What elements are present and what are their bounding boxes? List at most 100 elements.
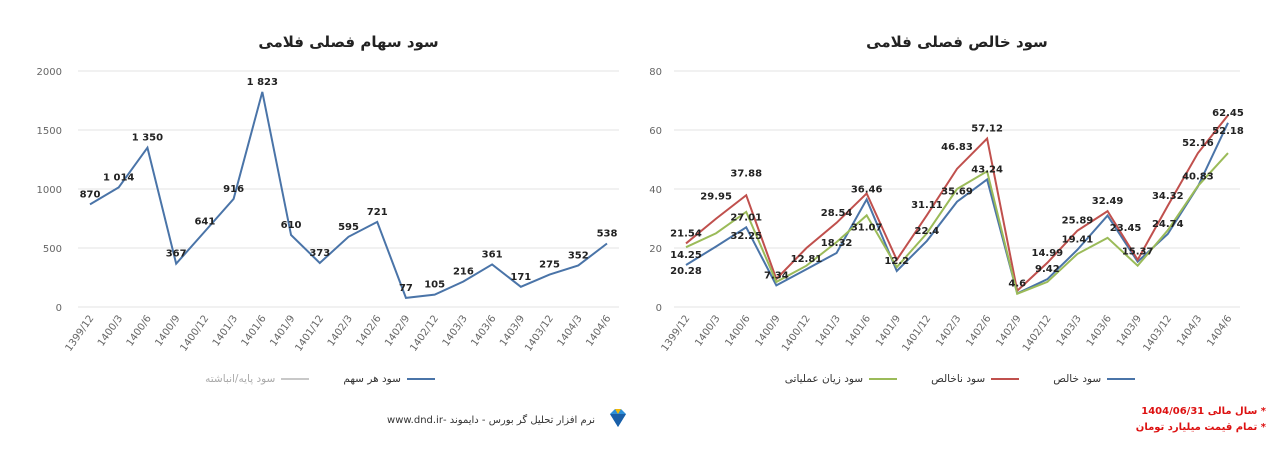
x-tick-label: 1401/6	[240, 313, 269, 348]
profit-chart-panel: سود خالص فصلی فلامی 0 20 40 60 80 1399/12 1400/…	[640, 0, 1280, 465]
x-tick-label: 1403/9	[1115, 313, 1144, 348]
data-label: 62.45	[1212, 108, 1244, 119]
x-tick-label: 1400/3	[96, 313, 125, 348]
data-label: 46.83	[941, 142, 973, 153]
profit-chart-legend: سود خالص سود ناخالص سود زیان عملیاتی	[640, 373, 1280, 385]
x-tick-label: 1403/6	[1085, 313, 1114, 348]
data-label: 29.95	[700, 192, 732, 203]
legend-label: سود پایه/انباشته	[205, 373, 276, 385]
data-label: 37.88	[730, 168, 762, 179]
data-label: 19.41	[1062, 235, 1094, 246]
data-label: 171	[510, 272, 531, 283]
data-label: 367	[166, 249, 187, 260]
data-label: 275	[539, 260, 560, 271]
data-label: 373	[309, 248, 330, 259]
x-tick-label: 1399/12	[660, 313, 693, 353]
data-label: 1 014	[103, 172, 134, 183]
x-tick-label: 1402/9	[383, 313, 412, 348]
x-tick-label: 1401/6	[844, 313, 873, 348]
x-tick-label: 1400/12	[780, 313, 813, 353]
x-tick-label: 1400/3	[693, 313, 722, 348]
data-label: 57.12	[971, 123, 1003, 134]
x-tick-label: 1400/6	[723, 313, 752, 348]
x-tick-label: 1402/12	[408, 313, 441, 353]
data-label: 352	[568, 250, 589, 261]
data-label: 1 350	[132, 133, 163, 144]
y-tick-label: 500	[43, 244, 62, 255]
data-label: 20.28	[670, 266, 702, 277]
x-tick-label: 1401/3	[814, 313, 843, 348]
data-label: 12.2	[884, 256, 909, 267]
series-line	[685, 152, 1229, 296]
x-tick-label: 1401/9	[874, 313, 903, 348]
data-label: 641	[194, 216, 215, 227]
fiscal-year-note: * سال مالی 1404/06/31	[1141, 406, 1266, 417]
legend-swatch	[1107, 378, 1136, 380]
x-tick-label: 1403/12	[1141, 313, 1174, 353]
data-label: 22.4	[915, 226, 940, 237]
x-tick-label: 1401/12	[901, 313, 934, 353]
data-label: 32.49	[1092, 196, 1124, 207]
y-tick-label: 80	[649, 67, 662, 78]
x-tick-label: 1404/3	[1175, 313, 1204, 348]
data-label: 32.25	[730, 231, 762, 242]
legend-item[interactable]: سود زیان عملیاتی	[784, 373, 898, 385]
legend-item[interactable]: سود هر سهم	[343, 373, 435, 385]
data-label: 15.37	[1122, 247, 1154, 258]
eps-chart: سود سهام فصلی فلامی 0 500 1000 1500 2000 1399/…	[37, 33, 619, 354]
data-label: 21.54	[670, 228, 702, 239]
legend-swatch	[406, 378, 435, 380]
x-tick-label: 1400/12	[179, 313, 212, 353]
x-tick-label: 1403/6	[469, 313, 498, 348]
legend-swatch	[869, 378, 898, 380]
x-tick-label: 1401/12	[293, 313, 326, 353]
data-label: 52.18	[1212, 126, 1244, 137]
data-label: 40.83	[1182, 172, 1214, 183]
data-label: 216	[453, 267, 474, 278]
x-tick-label: 1404/6	[1205, 313, 1234, 348]
data-label: 35.69	[941, 187, 973, 198]
x-tick-label: 1403/3	[1055, 313, 1084, 348]
series-line	[685, 114, 1229, 293]
data-label: 4.6	[1008, 278, 1026, 289]
x-tick-label: 1401/3	[211, 313, 240, 348]
data-label: 27.01	[730, 212, 762, 223]
x-tick-label: 1403/3	[441, 313, 470, 348]
x-tick-label: 1402/3	[326, 313, 355, 348]
data-label: 1 823	[247, 77, 278, 88]
eps-chart-panel: سود سهام فصلی فلامی 0 500 1000 1500 2000 1399/…	[0, 33, 640, 385]
data-label: 36.46	[851, 184, 883, 195]
x-tick-label: 1400/6	[125, 313, 154, 348]
data-label: 77	[399, 283, 413, 294]
data-label: 18.32	[821, 238, 853, 249]
legend-label: سود زیان عملیاتی	[784, 373, 864, 385]
data-label: 870	[80, 189, 101, 200]
data-label: 24.74	[1152, 219, 1184, 230]
data-label: 105	[424, 280, 445, 291]
data-label: 538	[597, 229, 618, 240]
legend-item[interactable]: سود پایه/انباشته	[205, 373, 310, 385]
data-label: 7.34	[764, 270, 789, 281]
x-tick-label: 1402/12	[1021, 313, 1054, 353]
data-label: 916	[223, 184, 244, 195]
data-label: 31.07	[851, 222, 883, 233]
data-label: 52.16	[1182, 138, 1214, 149]
x-tick-label: 1404/3	[556, 313, 585, 348]
data-label: 361	[482, 249, 503, 260]
x-tick-label: 1402/6	[354, 313, 383, 348]
x-tick-label: 1400/9	[754, 313, 783, 348]
y-tick-label: 1500	[37, 126, 62, 137]
eps-chart-legend: سود هر سهم سود پایه/انباشته	[0, 373, 640, 385]
legend-item[interactable]: سود ناخالص	[931, 373, 1020, 385]
x-tick-label: 1402/3	[934, 313, 963, 348]
x-tick-label: 1401/9	[268, 313, 297, 348]
legend-label: سود خالص	[1053, 373, 1102, 385]
data-label: 14.25	[670, 250, 702, 261]
data-label: 610	[281, 220, 302, 231]
x-tick-label: 1404/6	[584, 313, 613, 348]
y-tick-label: 0	[656, 303, 662, 314]
x-tick-label: 1400/9	[153, 313, 182, 348]
chart-title: سود سهام فصلی فلامی	[258, 33, 438, 51]
legend-item[interactable]: سود خالص	[1053, 373, 1136, 385]
